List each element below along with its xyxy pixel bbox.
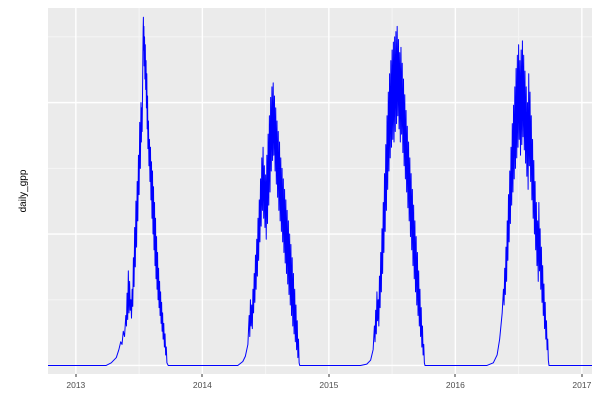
data-series-group: [48, 16, 592, 366]
x-tick-mark-0: [75, 374, 77, 377]
x-tick-mark-4: [581, 374, 583, 377]
x-tick-label-2: 2015: [319, 380, 339, 390]
x-tick-label-1: 2014: [192, 380, 212, 390]
x-tick-label-3: 2016: [445, 380, 465, 390]
x-tick-label-0: 2013: [66, 380, 86, 390]
y-axis-title: daily_gpp: [17, 169, 29, 213]
series-line-0: [48, 16, 592, 366]
major-gridlines: [48, 8, 592, 374]
x-tick-mark-2: [328, 374, 330, 377]
plot-svg: [48, 8, 592, 374]
x-tick-mark-1: [201, 374, 203, 377]
plot-panel: [48, 8, 592, 374]
x-tick-label-4: 2017: [572, 380, 592, 390]
x-tick-mark-3: [454, 374, 456, 377]
